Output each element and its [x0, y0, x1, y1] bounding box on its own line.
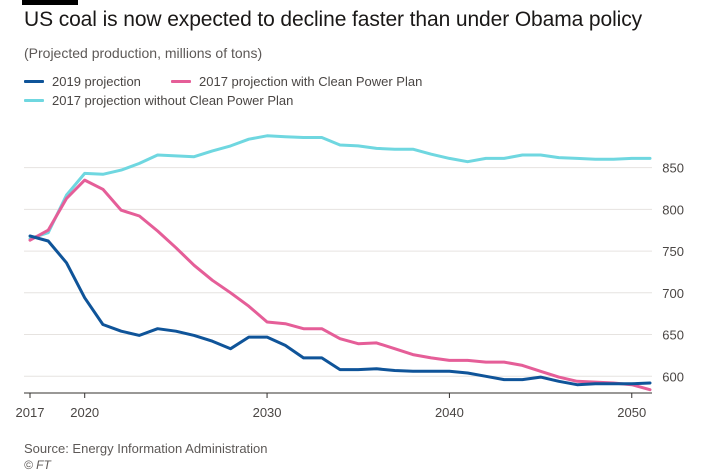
y-tick-label: 850 [662, 161, 684, 176]
series-line-2017-no-cpp [28, 134, 652, 240]
x-tick-label: 2020 [70, 405, 99, 420]
legend-label-2017-cpp: 2017 projection with Clean Power Plan [199, 74, 423, 89]
legend-item-2017-no-cpp: 2017 projection without Clean Power Plan [24, 93, 293, 108]
y-tick-label: 600 [662, 369, 684, 384]
chart-subtitle: (Projected production, millions of tons) [24, 45, 263, 61]
x-tick-label: 2030 [253, 405, 282, 420]
x-tick-label: 2040 [435, 405, 464, 420]
legend-label-2019: 2019 projection [52, 74, 141, 89]
legend-item-2017-cpp: 2017 projection with Clean Power Plan [171, 74, 422, 89]
series-line-2017-cpp [28, 178, 652, 392]
y-tick-label: 750 [662, 244, 684, 259]
x-tick-label: 2050 [617, 405, 646, 420]
x-tick-label: 2017 [16, 405, 45, 420]
y-tick-label: 800 [662, 202, 684, 217]
y-tick-label: 700 [662, 286, 684, 301]
series-line-2019 [28, 234, 652, 387]
y-tick-label: 650 [662, 328, 684, 343]
legend-swatch-2017-no-cpp [24, 99, 44, 102]
legend-item-2019: 2019 projection [24, 74, 141, 89]
legend-swatch-2017-cpp [171, 80, 191, 83]
legend-label-2017-no-cpp: 2017 projection without Clean Power Plan [52, 93, 294, 108]
credit: © FT [24, 458, 51, 472]
source-note: Source: Energy Information Administratio… [24, 441, 268, 456]
legend-swatch-2019 [24, 80, 44, 83]
brand-bar [22, 0, 78, 5]
line-chart: 600 650 700 750 800 850 2017 2020 2030 2040 2050 [16, 134, 684, 420]
chart-title: US coal is now expected to decline faste… [24, 8, 643, 31]
